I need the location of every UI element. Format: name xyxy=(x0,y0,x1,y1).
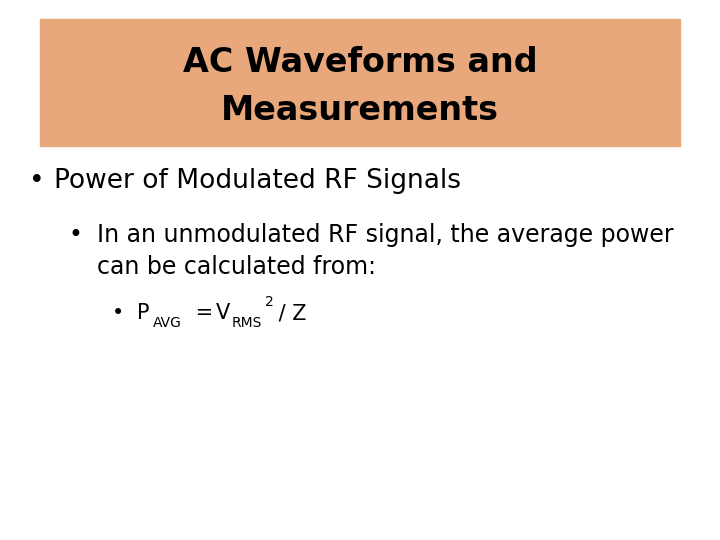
Text: AC Waveforms and: AC Waveforms and xyxy=(183,45,537,79)
Text: can be calculated from:: can be calculated from: xyxy=(97,255,376,279)
Text: AVG: AVG xyxy=(153,316,181,330)
Text: 2: 2 xyxy=(265,295,274,309)
Text: Measurements: Measurements xyxy=(221,94,499,127)
Text: Power of Modulated RF Signals: Power of Modulated RF Signals xyxy=(54,168,461,194)
Text: / Z: / Z xyxy=(272,303,307,323)
Text: V: V xyxy=(216,303,230,323)
Text: In an unmodulated RF signal, the average power: In an unmodulated RF signal, the average… xyxy=(97,223,674,247)
Text: •: • xyxy=(112,303,124,323)
Text: =: = xyxy=(189,303,220,323)
Text: •: • xyxy=(29,168,45,194)
Text: P: P xyxy=(137,303,149,323)
Text: RMS: RMS xyxy=(232,316,262,330)
Text: •: • xyxy=(68,223,82,247)
FancyBboxPatch shape xyxy=(40,19,680,146)
